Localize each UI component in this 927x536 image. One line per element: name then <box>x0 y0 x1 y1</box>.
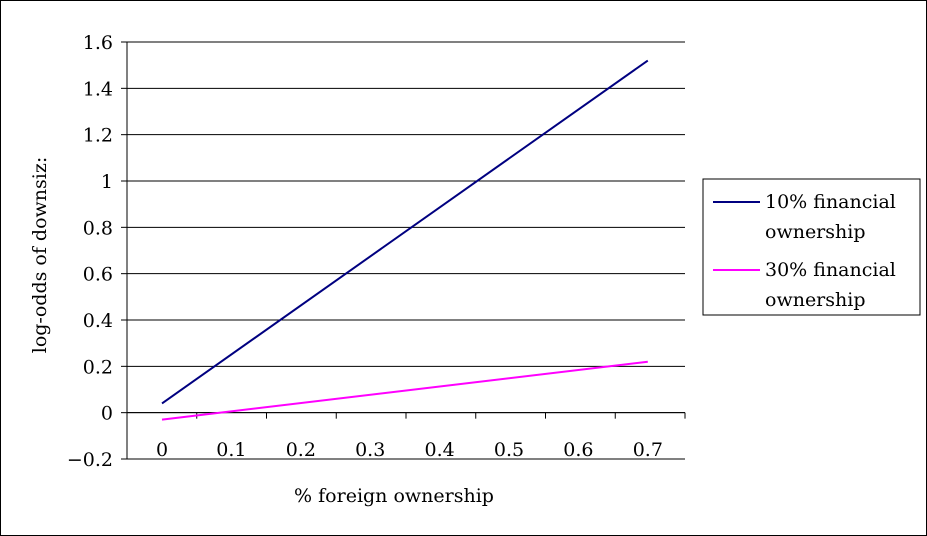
series-line-2 <box>161 360 648 421</box>
legend-label-1: ownership <box>765 221 866 243</box>
y-tick-label: 0 <box>101 403 113 425</box>
y-tick-label: 1.2 <box>83 125 113 147</box>
y-tick-labels: −0.2 0 0.2 0.4 0.6 0.8 1 1.2 1.4 1.6 <box>67 32 113 471</box>
legend: 10% financial ownership 30% financial owner… <box>702 178 921 316</box>
y-tick-label: −0.2 <box>67 449 113 471</box>
x-tick-label: 0.3 <box>355 439 385 461</box>
x-tick-label: 0.2 <box>286 439 316 461</box>
y-tick-label: 0.8 <box>83 217 113 239</box>
series-line-1 <box>161 59 649 405</box>
y-tick-label: 0.4 <box>83 310 113 332</box>
y-axis-title: log-odds of downsiz: <box>29 157 51 354</box>
series-lines <box>161 59 649 421</box>
axes <box>121 41 686 460</box>
legend-label-2: 30% financial <box>765 259 896 281</box>
legend-label-1: 10% financial <box>765 191 896 213</box>
y-tick-label: 0.6 <box>83 264 113 286</box>
x-tick-label: 0.5 <box>494 439 524 461</box>
y-tick-label: 0.2 <box>83 356 113 378</box>
x-tick-label: 0.4 <box>424 439 454 461</box>
y-tick-label: 1.6 <box>83 32 113 54</box>
y-tick-label: 1.4 <box>83 78 113 100</box>
x-axis-title: % foreign ownership <box>294 485 494 507</box>
grid-lines <box>127 41 685 414</box>
x-tick-label: 0.6 <box>563 439 593 461</box>
legend-label-2: ownership <box>765 289 866 311</box>
x-tick-label: 0.7 <box>633 439 663 461</box>
x-tick-label: 0 <box>156 439 168 461</box>
x-tick-label: 0.1 <box>216 439 246 461</box>
x-tick-labels: 0 0.1 0.2 0.3 0.4 0.5 0.6 0.7 <box>156 439 663 461</box>
y-tick-label: 1 <box>101 171 113 193</box>
